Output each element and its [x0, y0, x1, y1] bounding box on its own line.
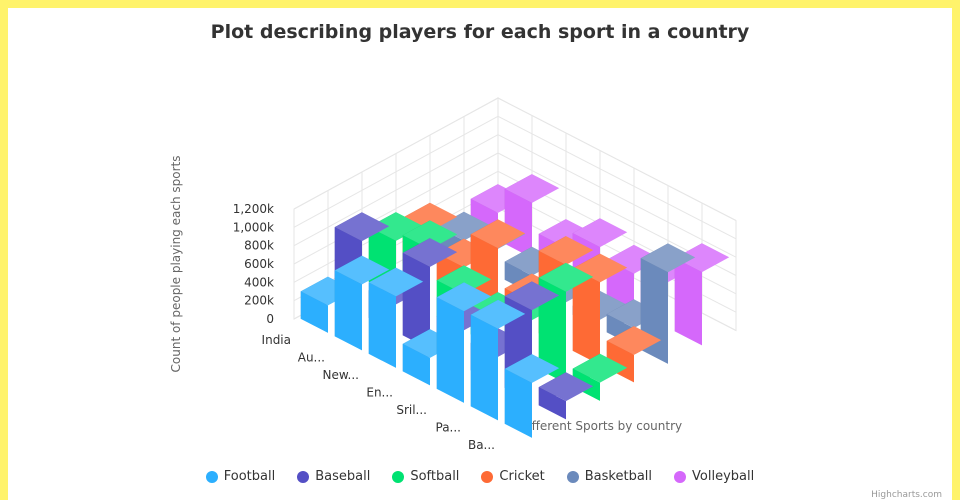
- chart-frame: Plot describing players for each sport i…: [8, 8, 952, 500]
- legend-label: Basketball: [584, 469, 653, 484]
- bar-football-2[interactable]: [368, 267, 424, 368]
- legend-marker: [481, 470, 494, 483]
- y-tick-label: 600k: [244, 257, 274, 271]
- chart-legend: Football Baseball Softball Cricket Basketbal…: [8, 469, 952, 484]
- x-tick-label: Sril...: [396, 403, 427, 417]
- bars: [300, 174, 730, 438]
- legend-marker: [392, 470, 405, 483]
- legend-marker: [205, 470, 218, 483]
- x-axis-title: Different Sports by country: [519, 419, 682, 433]
- legend-item-volleyball[interactable]: Volleyball: [674, 469, 754, 484]
- legend-item-baseball[interactable]: Baseball: [297, 469, 370, 484]
- bar-baseball-6[interactable]: [538, 372, 594, 420]
- bar-football-4[interactable]: [436, 282, 492, 403]
- legend-label: Volleyball: [692, 469, 755, 484]
- bar-cricket-6[interactable]: [606, 326, 662, 383]
- legend-item-softball[interactable]: Softball: [392, 469, 459, 484]
- legend-item-football[interactable]: Football: [205, 469, 276, 484]
- legend-marker: [566, 470, 579, 483]
- legend-item-basketball[interactable]: Basketball: [566, 469, 653, 484]
- legend-marker: [297, 470, 310, 483]
- x-tick-label: En...: [366, 385, 393, 399]
- legend-label: Softball: [410, 469, 460, 484]
- x-tick-label: Ba...: [468, 438, 495, 452]
- bar-football-6[interactable]: [504, 354, 560, 438]
- x-tick-label: New...: [322, 368, 359, 382]
- bar-basketball-6[interactable]: [640, 243, 696, 364]
- chart-title: Plot describing players for each sport i…: [210, 21, 750, 43]
- y-tick-label: 200k: [244, 294, 274, 308]
- credits-link[interactable]: Highcharts.com: [871, 490, 942, 500]
- bar-volleyball-6[interactable]: [674, 243, 730, 346]
- y-tick-label: 0: [266, 312, 274, 326]
- chart-plot-area: 0 200k 400k 600k 800k 1,000k 1,200k Count of pe…: [169, 97, 737, 452]
- x-tick-label: Au...: [298, 350, 325, 364]
- y-tick-label: 1,000k: [233, 220, 274, 234]
- bar-football-1[interactable]: [334, 255, 390, 351]
- y-tick-label: 800k: [244, 239, 274, 253]
- bar-football-5[interactable]: [470, 299, 526, 421]
- y-tick-label: 400k: [244, 275, 274, 289]
- x-tick-label: Pa...: [436, 420, 462, 434]
- y-tick-label: 1,200k: [233, 202, 274, 216]
- legend-item-cricket[interactable]: Cricket: [481, 469, 545, 484]
- y-axis-title: Count of people playing each sports: [169, 156, 183, 373]
- legend-label: Cricket: [499, 469, 545, 484]
- legend-marker: [674, 470, 687, 483]
- y-axis: 0 200k 400k 600k 800k 1,000k 1,200k Count of pe…: [169, 156, 274, 373]
- x-axis: India Au... New... En...Sril... Pa... Ba... Di…: [262, 333, 683, 452]
- legend-label: Baseball: [315, 469, 371, 484]
- x-tick-label: India: [262, 333, 291, 347]
- legend-label: Football: [223, 469, 276, 484]
